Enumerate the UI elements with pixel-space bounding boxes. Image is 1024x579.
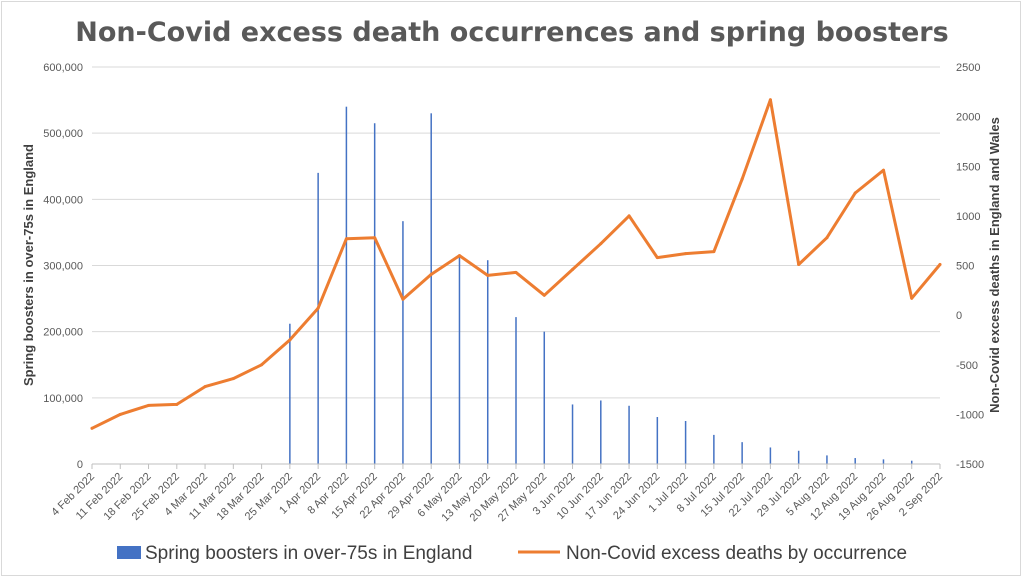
legend-label-excess-deaths: Non-Covid excess deaths by occurrence <box>566 543 907 564</box>
right-axis-tick-label: -1500 <box>956 459 984 471</box>
booster-bar <box>458 255 461 464</box>
booster-bar <box>656 417 659 464</box>
excess-deaths-point <box>881 168 885 172</box>
excess-deaths-point <box>627 214 631 218</box>
booster-bar <box>543 331 546 464</box>
right-axis-ticks: -1500 -1000 -500 0 500 1000 1500 2000 2500 <box>956 62 984 471</box>
left-axis-tick-label: 400,000 <box>43 194 83 206</box>
excess-deaths-point <box>514 270 518 274</box>
excess-deaths-point <box>797 263 801 267</box>
booster-bar <box>684 420 687 464</box>
excess-deaths-point <box>825 236 829 240</box>
booster-bar <box>430 113 432 465</box>
left-axis-title: Spring boosters in over-75s in England <box>21 144 36 386</box>
booster-bar <box>797 450 800 464</box>
excess-deaths-point <box>373 236 377 240</box>
booster-bar <box>373 123 376 464</box>
excess-deaths-point <box>599 242 603 246</box>
booster-bar <box>571 404 574 464</box>
excess-deaths-point <box>401 297 405 301</box>
excess-deaths-line <box>90 98 942 430</box>
excess-deaths-point <box>175 402 179 406</box>
excess-deaths-point <box>344 237 348 241</box>
excess-deaths-point <box>768 98 772 102</box>
excess-deaths-point <box>288 338 292 342</box>
excess-deaths-point <box>260 363 264 367</box>
right-axis-tick-label: -1000 <box>956 409 984 421</box>
excess-deaths-point <box>486 273 490 277</box>
excess-deaths-point <box>712 250 716 254</box>
legend-swatch-boosters <box>117 546 141 559</box>
booster-bar <box>486 260 489 464</box>
left-axis-ticks: 0 100,000 200,000 300,000 400,000 500,000 600,… <box>43 62 83 471</box>
excess-deaths-point <box>316 306 320 310</box>
legend: Spring boosters in over-75s in England N… <box>117 543 907 564</box>
right-axis-tick-label: 2500 <box>956 62 980 74</box>
booster-bar <box>741 442 743 464</box>
booster-bar <box>515 317 517 464</box>
right-axis-tick-label: 1000 <box>956 211 980 223</box>
booster-bar <box>826 455 828 464</box>
excess-deaths-point <box>203 385 207 389</box>
booster-bar <box>854 458 856 464</box>
booster-bar <box>289 323 291 464</box>
booster-bar <box>713 434 715 464</box>
booster-bar <box>345 106 348 464</box>
excess-deaths-point <box>118 412 122 416</box>
excess-deaths-point <box>147 403 151 407</box>
booster-bars <box>289 106 913 465</box>
excess-deaths-point <box>853 191 857 195</box>
left-axis-tick-label: 300,000 <box>43 261 83 273</box>
excess-deaths-point <box>90 426 94 430</box>
booster-bar <box>600 400 602 464</box>
excess-deaths-point <box>910 296 914 300</box>
excess-deaths-point <box>655 256 659 260</box>
booster-bar <box>317 172 319 464</box>
excess-deaths-point <box>938 263 942 267</box>
excess-deaths-point <box>429 272 433 276</box>
left-axis-tick-label: 600,000 <box>43 62 83 74</box>
right-axis-tick-label: 1500 <box>956 161 980 173</box>
left-axis-tick-label: 0 <box>77 459 83 471</box>
excess-deaths-point <box>571 267 575 271</box>
excess-deaths-point <box>740 177 744 181</box>
excess-deaths-point <box>684 252 688 256</box>
right-axis-tick-label: 500 <box>956 261 974 273</box>
booster-bar <box>628 405 630 464</box>
booster-bar <box>769 447 772 464</box>
booster-bar <box>402 221 404 464</box>
excess-deaths-point <box>542 293 546 297</box>
excess-deaths-point <box>457 254 461 258</box>
booster-bar <box>910 460 913 464</box>
left-axis-tick-label: 500,000 <box>43 128 83 140</box>
excess-deaths-point <box>231 377 235 381</box>
booster-bar <box>882 459 885 464</box>
right-axis-tick-label: 0 <box>956 310 962 322</box>
right-axis-tick-label: 2000 <box>956 112 980 124</box>
legend-label-boosters: Spring boosters in over-75s in England <box>145 543 472 564</box>
right-axis-title: Non-Covid excess deaths in England and W… <box>987 117 1002 413</box>
chart-title: Non-Covid excess death occurrences and s… <box>75 17 948 48</box>
right-axis-tick-label: -500 <box>956 360 978 372</box>
left-axis-tick-label: 200,000 <box>43 327 83 339</box>
left-axis-tick-label: 100,000 <box>43 393 83 405</box>
